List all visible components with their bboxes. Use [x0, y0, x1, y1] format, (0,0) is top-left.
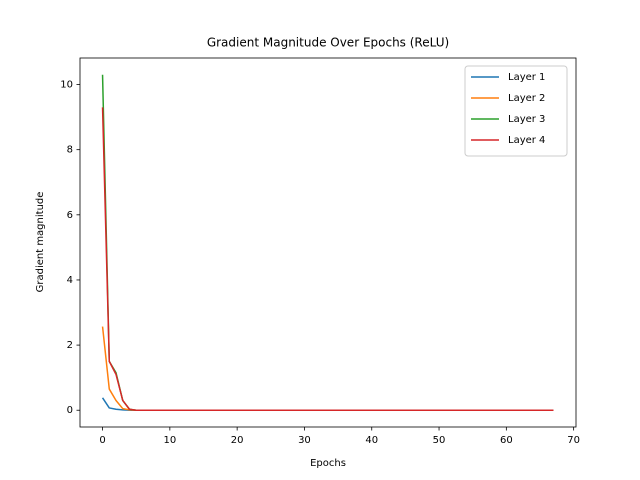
x-axis-label: Epochs [310, 458, 346, 469]
plot-frame [79, 57, 577, 428]
legend-label: Layer 1 [508, 72, 545, 83]
legend-label: Layer 3 [508, 114, 545, 125]
x-tick-label: 0 [99, 435, 105, 446]
legend-box [464, 65, 568, 157]
y-tick-label: 4 [67, 275, 73, 286]
x-tick-label: 50 [433, 435, 446, 446]
y-axis-label: Gradient magnitude [35, 192, 46, 293]
y-tick-label: 6 [67, 210, 73, 221]
line-series [101, 107, 554, 411]
x-tick-label: 70 [567, 435, 580, 446]
y-tick-label: 0 [67, 405, 73, 416]
chart-title: Gradient Magnitude Over Epochs (ReLU) [207, 36, 449, 50]
x-tick-label: 40 [365, 435, 378, 446]
x-tick-label: 10 [163, 435, 176, 446]
y-tick-label: 8 [67, 145, 73, 156]
x-tick-label: 30 [298, 435, 311, 446]
x-tick-label: 20 [231, 435, 244, 446]
legend-label: Layer 2 [508, 93, 545, 104]
legend-label: Layer 4 [508, 135, 545, 146]
y-tick-label: 2 [67, 340, 73, 351]
y-tick-label: 10 [60, 80, 73, 91]
x-tick-label: 60 [500, 435, 513, 446]
